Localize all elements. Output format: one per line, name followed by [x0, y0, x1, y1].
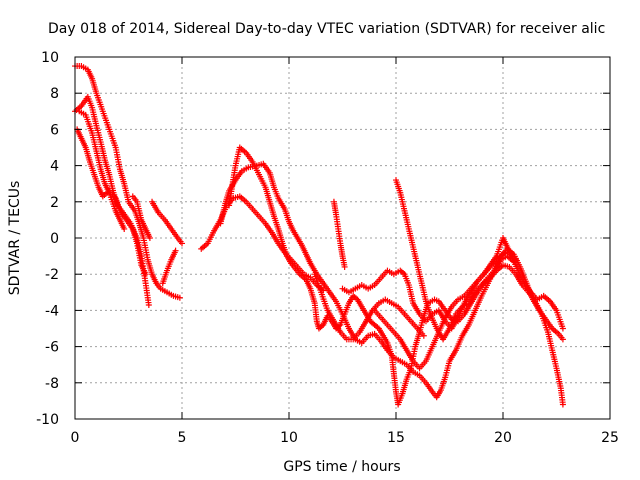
y-tick-label: 4 [50, 159, 59, 175]
data-point [159, 280, 166, 287]
x-tick-label: 10 [280, 430, 298, 446]
y-tick-label: -4 [45, 303, 59, 319]
data-point [341, 263, 348, 270]
x-tick-label: 25 [601, 430, 619, 446]
data-point [121, 225, 128, 232]
y-tick-label: 0 [50, 231, 59, 247]
data-point [512, 256, 519, 263]
series-arc-3 [74, 126, 149, 278]
y-tick-label: -8 [45, 376, 59, 392]
y-tick-label: 2 [50, 195, 59, 211]
series-arc-13 [311, 271, 427, 343]
y-tick-label: 8 [50, 86, 59, 102]
data-point [559, 325, 566, 332]
series-arc-12 [330, 198, 348, 270]
data-point [559, 336, 566, 343]
series-arc-5 [129, 193, 153, 241]
data-layer [72, 63, 566, 408]
series-arc-15 [371, 249, 519, 372]
axis-ticks: 0 5 10 15 20 25 -10 -8 -6 -4 -2 0 2 4 6 8 10 [36, 50, 619, 446]
x-tick-label: 5 [178, 430, 187, 446]
x-tick-label: 20 [494, 430, 512, 446]
data-point [559, 401, 566, 408]
data-point [146, 235, 153, 241]
x-tick-label: 15 [387, 430, 405, 446]
y-tick-label: -6 [45, 340, 59, 356]
chart-title: Day 018 of 2014, Sidereal Day-to-day VTE… [48, 21, 605, 37]
series-arc-6 [149, 198, 185, 247]
y-tick-label: 10 [41, 50, 59, 66]
data-point [179, 240, 185, 247]
y-tick-label: 6 [50, 122, 59, 138]
y-axis-label: SDTVAR / TECUs [7, 181, 23, 296]
data-point [420, 332, 427, 339]
data-point [145, 301, 152, 308]
x-axis-label: GPS time / hours [283, 459, 400, 475]
series-arc-4 [76, 108, 128, 232]
series-arc-1 [72, 63, 183, 301]
series-arc-7 [159, 247, 179, 287]
x-tick-label: 0 [71, 430, 80, 446]
data-point [142, 271, 149, 278]
y-tick-label: -10 [36, 412, 59, 428]
data-point [176, 294, 183, 301]
y-tick-label: -2 [45, 267, 59, 283]
